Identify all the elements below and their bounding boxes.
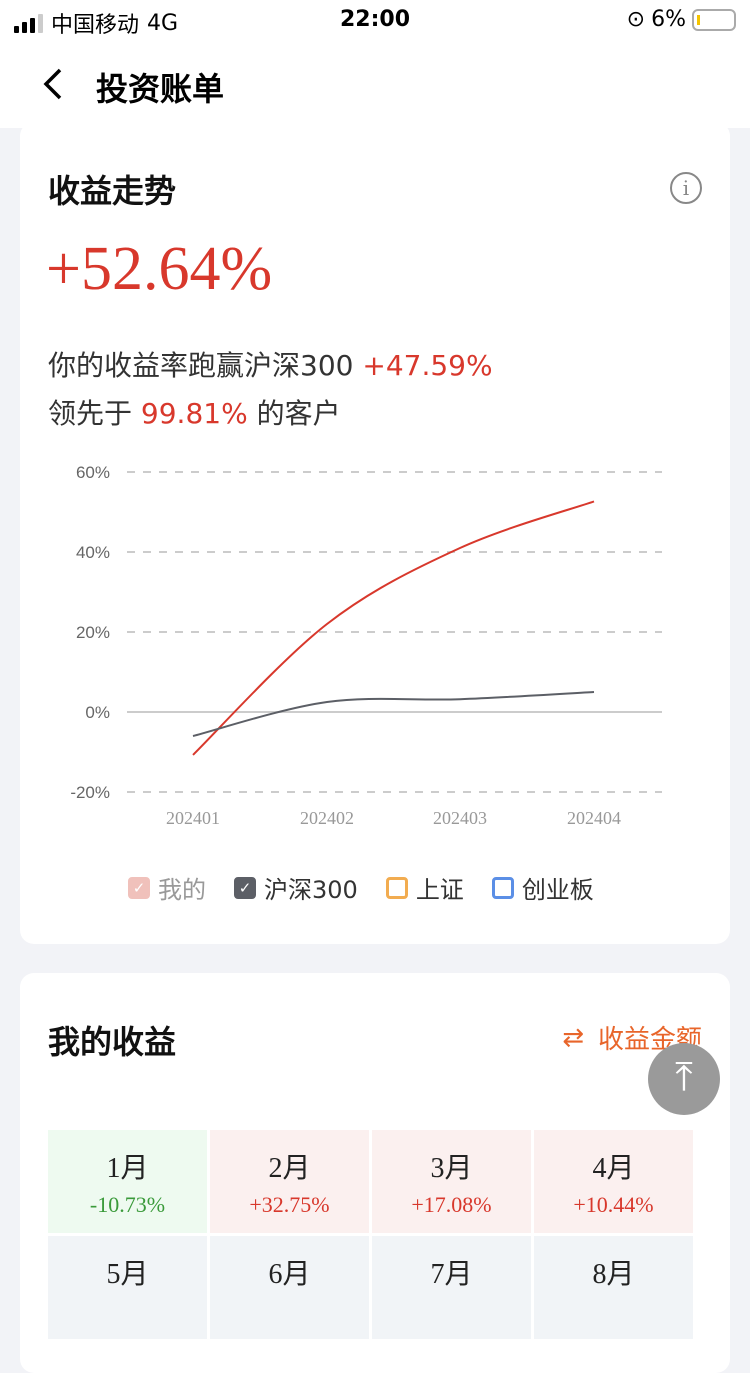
return-chart: 60% 40% 20% 0% -20% 202401 202402 202403 202404 <box>70 463 662 828</box>
chart-legend: ✓ 我的 ✓ 沪深300 上证 创业板 <box>128 870 594 905</box>
y-tick-label: 60% <box>76 463 110 482</box>
month-label: 3月 <box>430 1153 473 1184</box>
series-line-1 <box>192 691 595 737</box>
clock: 22:00 <box>339 7 411 32</box>
x-tick-label: 202402 <box>300 808 354 828</box>
chevron-left-icon[interactable] <box>38 64 78 108</box>
checkbox-icon <box>385 876 408 899</box>
y-tick-label: 40% <box>76 543 110 562</box>
lead-prefix: 领先于 <box>48 397 133 430</box>
legend-label: 我的 <box>158 876 206 904</box>
legend-item[interactable]: ✓ 我的 <box>128 870 206 905</box>
network: 4G <box>147 10 179 36</box>
page-title: 投资账单 <box>96 70 225 108</box>
month-cell[interactable]: 4月 +10.44% <box>534 1130 693 1233</box>
month-cell[interactable]: 2月 +32.75% <box>210 1130 369 1233</box>
status-bar: 中国移动 4G 22:00 ⊙ 6% <box>0 0 750 44</box>
beat-prefix: 你的收益率跑赢沪深300 <box>48 349 354 382</box>
month-label: 2月 <box>268 1153 311 1184</box>
month-cell[interactable]: 5月 <box>48 1236 207 1339</box>
month-label: 8月 <box>592 1259 635 1290</box>
month-cell[interactable]: 6月 <box>210 1236 369 1339</box>
carrier: 中国移动 <box>51 13 140 38</box>
checkbox-icon <box>491 876 514 899</box>
month-label: 5月 <box>106 1259 149 1290</box>
legend-label: 上证 <box>415 876 464 904</box>
lead-value: 99.81% <box>140 397 248 430</box>
y-tick-label: 0% <box>85 703 110 722</box>
y-tick-label: 20% <box>76 623 110 642</box>
beat-text: 你的收益率跑赢沪深300 +47.59% <box>48 344 493 384</box>
rotation-lock-icon: ⊙ <box>626 7 646 32</box>
signal-icon <box>14 13 43 33</box>
beat-value: +47.59% <box>362 349 493 382</box>
checkbox-icon: ✓ <box>128 876 150 899</box>
trend-title: 收益走势 <box>48 172 177 210</box>
trend-card: 收益走势 i +52.64% 你的收益率跑赢沪深300 +47.59% 领先于 … <box>20 122 730 944</box>
month-label: 1月 <box>106 1153 149 1184</box>
y-tick-label: -20% <box>70 783 110 802</box>
month-return: -10.73% <box>89 1192 166 1217</box>
x-tick-label: 202404 <box>567 808 621 828</box>
nav-bar: 投资账单 <box>0 44 750 128</box>
lead-text: 领先于 99.81% 的客户 <box>48 392 341 432</box>
month-return: +10.44% <box>573 1192 654 1217</box>
month-label: 6月 <box>268 1259 311 1290</box>
legend-label: 沪深300 <box>264 876 358 904</box>
month-label: 7月 <box>430 1259 473 1290</box>
month-cell[interactable]: 3月 +17.08% <box>372 1130 531 1233</box>
month-cell[interactable]: 8月 <box>534 1236 693 1339</box>
month-return: +17.08% <box>411 1192 492 1217</box>
month-return: +32.75% <box>249 1192 330 1217</box>
battery-icon <box>692 8 736 31</box>
series-line-0 <box>192 500 595 756</box>
legend-item[interactable]: 创业板 <box>491 870 594 905</box>
earnings-title: 我的收益 <box>48 1023 177 1061</box>
earnings-card: 我的收益 ⇄ 收益金额 1月 -10.73% 2月 +32.75% 3月 +17.08% 4月… <box>20 973 730 1373</box>
lead-suffix: 的客户 <box>256 397 341 430</box>
total-return: +52.64% <box>46 235 273 303</box>
x-tick-label: 202401 <box>166 808 220 828</box>
battery-percent: 6% <box>651 7 686 32</box>
x-tick-label: 202403 <box>433 808 487 828</box>
month-label: 4月 <box>592 1153 635 1184</box>
month-grid: 1月 -10.73% 2月 +32.75% 3月 +17.08% 4月 +10.44% 5月 6月… <box>48 1130 693 1339</box>
scroll-to-top-button[interactable]: ⤒ <box>648 1043 720 1115</box>
checkbox-icon: ✓ <box>234 876 256 899</box>
legend-item[interactable]: ✓ 沪深300 <box>234 870 358 905</box>
month-cell[interactable]: 7月 <box>372 1236 531 1339</box>
swap-icon: ⇄ <box>562 1022 584 1053</box>
legend-label: 创业板 <box>521 876 594 904</box>
legend-item[interactable]: 上证 <box>385 870 464 905</box>
info-icon[interactable]: i <box>670 172 702 204</box>
month-cell[interactable]: 1月 -10.73% <box>48 1130 207 1233</box>
